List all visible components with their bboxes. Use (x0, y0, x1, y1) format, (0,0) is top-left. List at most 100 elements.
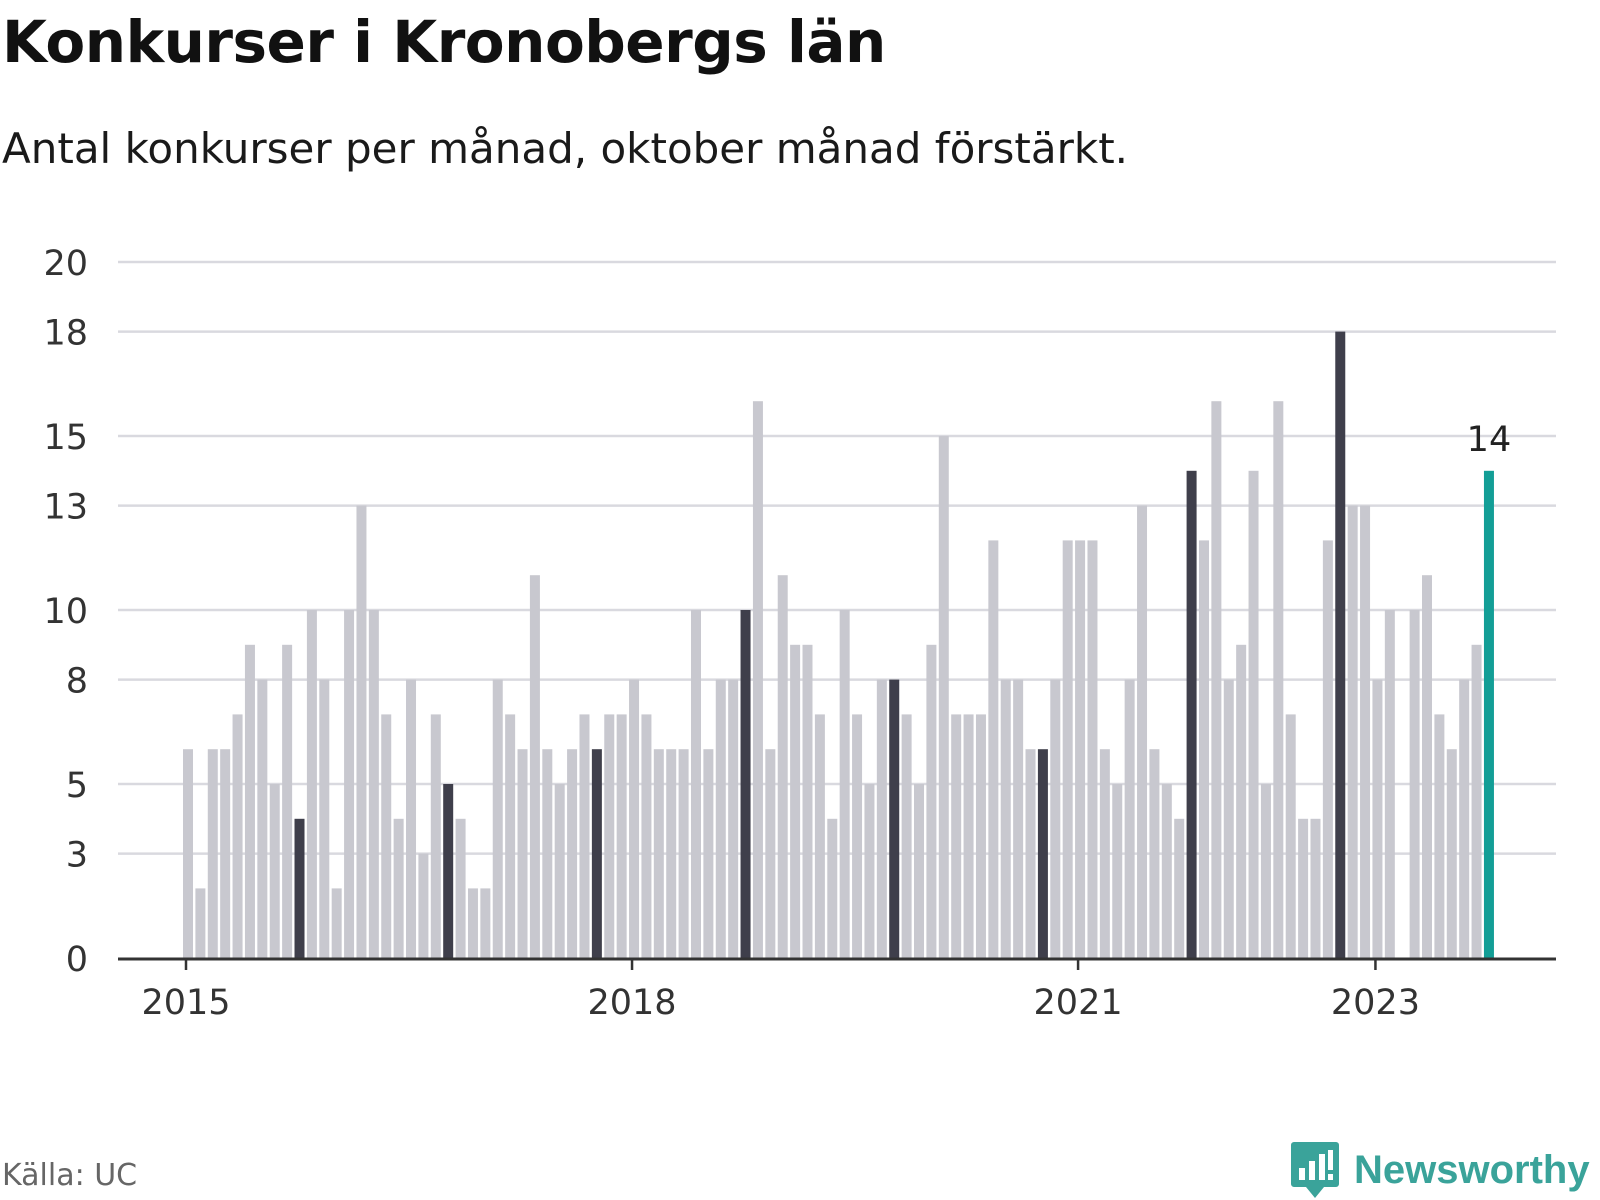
y-tick-label: 3 (66, 836, 88, 876)
bar-chart: 0 3 5 8 10 13 15 18 20 2015 2018 2021 2023 14 (43, 244, 1556, 1023)
bar (579, 714, 590, 958)
y-tick-label: 18 (43, 314, 88, 354)
x-tick-label: 2015 (141, 983, 230, 1023)
bar (393, 818, 404, 958)
bar (269, 784, 280, 958)
bar (1211, 401, 1222, 958)
bar (814, 714, 825, 958)
bar (1360, 505, 1371, 958)
bar (715, 679, 726, 958)
bar (678, 749, 689, 958)
bar (914, 784, 925, 958)
bar (1161, 784, 1172, 958)
data-label: 14 (1467, 420, 1512, 460)
bar (306, 610, 317, 958)
bar (975, 714, 986, 958)
bar (356, 505, 367, 958)
bar (554, 784, 565, 958)
bar (1422, 575, 1432, 958)
bar (839, 610, 850, 958)
bar (740, 610, 751, 958)
bar (827, 818, 838, 958)
bar (529, 575, 540, 958)
bar (1223, 679, 1234, 958)
bar (418, 853, 429, 958)
bar (220, 749, 231, 958)
x-tick-label: 2018 (588, 983, 677, 1023)
bar (591, 749, 602, 958)
bar (244, 644, 255, 958)
bar (1248, 470, 1259, 958)
bar (901, 714, 912, 958)
bar (653, 749, 664, 958)
bar (381, 714, 392, 958)
bar (195, 888, 206, 958)
bar (1050, 679, 1061, 958)
bar (455, 818, 466, 958)
bar (1137, 505, 1148, 958)
bar (480, 888, 491, 958)
bar (752, 401, 763, 958)
y-tick-label: 10 (43, 592, 88, 632)
bar (1087, 540, 1098, 958)
bar (938, 436, 949, 958)
y-tick-label: 0 (66, 940, 88, 980)
bar (1273, 401, 1284, 958)
bar (864, 784, 875, 958)
bar (876, 679, 887, 958)
bar (505, 714, 516, 958)
bar (1483, 470, 1494, 958)
bar (963, 714, 974, 958)
bar (406, 679, 417, 958)
brand-logo: Newsworthy (1290, 1140, 1590, 1200)
bar (542, 749, 553, 958)
y-tick-label: 20 (43, 244, 88, 284)
bar (430, 714, 441, 958)
bar (294, 818, 305, 958)
bar (1062, 540, 1073, 958)
y-tick-label: 5 (66, 766, 88, 806)
bar (616, 714, 627, 958)
y-tick-label: 15 (43, 418, 88, 458)
bar (207, 749, 218, 958)
bar (1459, 679, 1470, 958)
bar (1174, 818, 1185, 958)
x-axis-ticks: 2015 2018 2021 2023 (141, 958, 1420, 1023)
bar (257, 679, 268, 958)
bar (1322, 540, 1333, 958)
bar (232, 714, 243, 958)
bar (1471, 644, 1482, 958)
bar (1013, 679, 1024, 958)
chart-subtitle: Antal konkurser per månad, oktober månad… (2, 124, 1129, 173)
x-tick-label: 2021 (1034, 983, 1123, 1023)
bar (1347, 505, 1358, 958)
bar (467, 888, 478, 958)
bar (344, 610, 355, 958)
bar (1000, 679, 1011, 958)
bar (1037, 749, 1048, 958)
bar (703, 749, 714, 958)
y-tick-label: 8 (66, 662, 88, 702)
bar (492, 679, 503, 958)
bar (1124, 679, 1135, 958)
bar (852, 714, 863, 958)
bar (1446, 749, 1457, 958)
bar (1298, 818, 1309, 958)
bar (926, 644, 937, 958)
bar (1236, 644, 1247, 958)
bar (951, 714, 962, 958)
bar (1149, 749, 1160, 958)
chart-title: Konkurser i Kronobergs län (2, 8, 886, 76)
bar (319, 679, 330, 958)
bar (988, 540, 999, 958)
bar (183, 749, 193, 958)
bar (1099, 749, 1110, 958)
bar (1260, 784, 1271, 958)
bar (765, 749, 776, 958)
bar (443, 784, 454, 958)
bar (802, 644, 813, 958)
newsworthy-logo-icon (1291, 1142, 1339, 1198)
bar (1409, 610, 1420, 958)
bar (1198, 540, 1209, 958)
bar (1384, 610, 1395, 958)
